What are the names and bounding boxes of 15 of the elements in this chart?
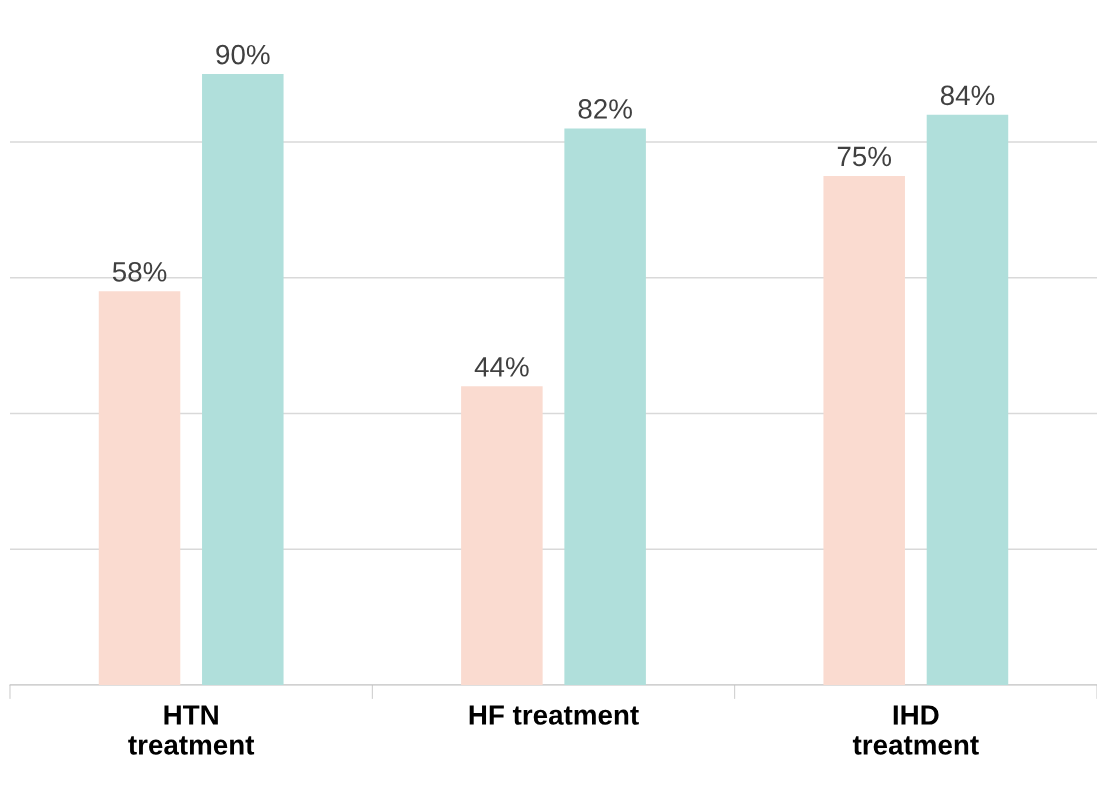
data-label: 75%: [837, 146, 892, 167]
data-label: 44%: [474, 357, 529, 377]
bar: [823, 175, 905, 685]
bar: [564, 128, 646, 685]
data-label: 82%: [578, 99, 632, 119]
data-label: 90%: [216, 44, 270, 65]
bar: [461, 386, 543, 685]
bar: [926, 114, 1009, 685]
x-tick-label: IHD treatment: [852, 705, 979, 755]
x-tick-label: HF treatment: [469, 705, 639, 725]
data-label: 84%: [940, 85, 995, 106]
bar: [202, 74, 284, 685]
x-tick-label: HTN treatment: [128, 705, 255, 755]
bar: [98, 291, 181, 685]
data-label: 58%: [112, 261, 167, 282]
